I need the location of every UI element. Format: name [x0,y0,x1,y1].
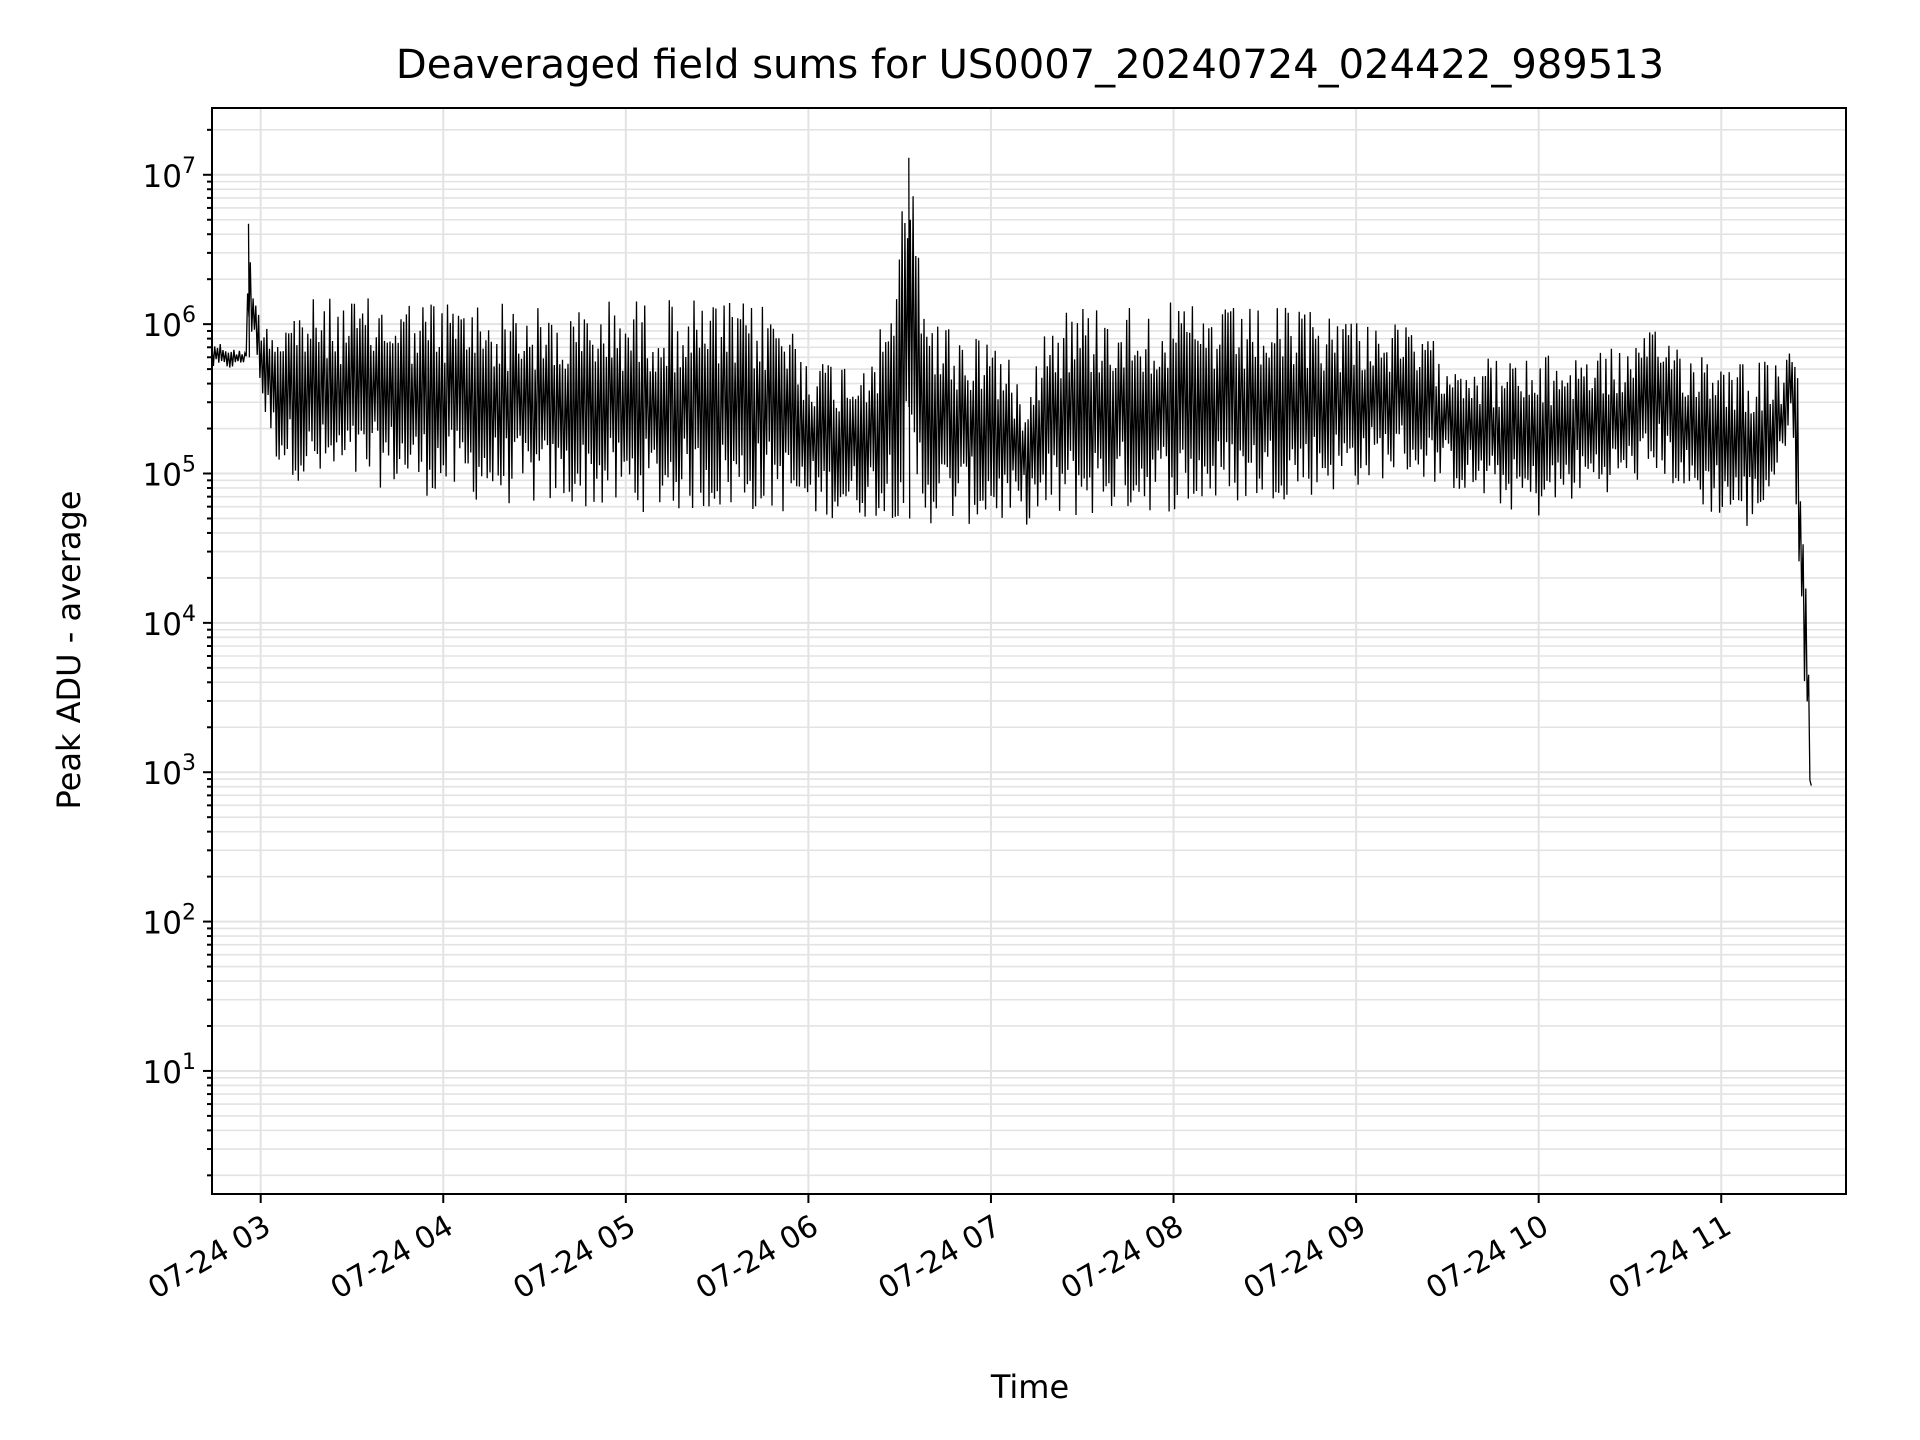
series-layer [211,157,1812,786]
y-tick-label: 107 [143,154,196,195]
x-tick-label: 07-24 03 [142,1209,276,1307]
x-tick-label: 07-24 07 [873,1209,1007,1307]
x-tick-label: 07-24 11 [1603,1209,1737,1307]
y-axis: 101 102 103 104 105 106 107 [143,128,212,1177]
x-tick-label: 07-24 09 [1238,1209,1372,1307]
series-line [211,157,1812,786]
y-tick-label: 101 [143,1050,196,1091]
grid [212,108,1846,1194]
x-tick-label: 07-24 10 [1420,1209,1554,1307]
x-tick-label: 07-24 08 [1055,1209,1189,1307]
x-tick-label: 07-24 05 [508,1209,642,1307]
x-axis-label: Time [990,1368,1069,1406]
y-tick-label: 103 [143,751,196,792]
x-tick-label: 07-24 04 [325,1209,459,1307]
x-tick-label: 07-24 06 [690,1209,824,1307]
x-axis: 07-24 03 07-24 04 07-24 05 07-24 06 07-24 07… [142,1194,1737,1306]
plot-frame [211,107,1847,1195]
y-tick-label: 106 [143,303,196,344]
y-tick-label: 102 [143,901,196,942]
y-tick-label: 104 [143,602,196,643]
y-axis-label: Peak ADU - average [50,491,88,810]
chart-title: Deaveraged field sums for US0007_2024072… [396,42,1664,88]
y-tick-label: 105 [143,453,196,494]
